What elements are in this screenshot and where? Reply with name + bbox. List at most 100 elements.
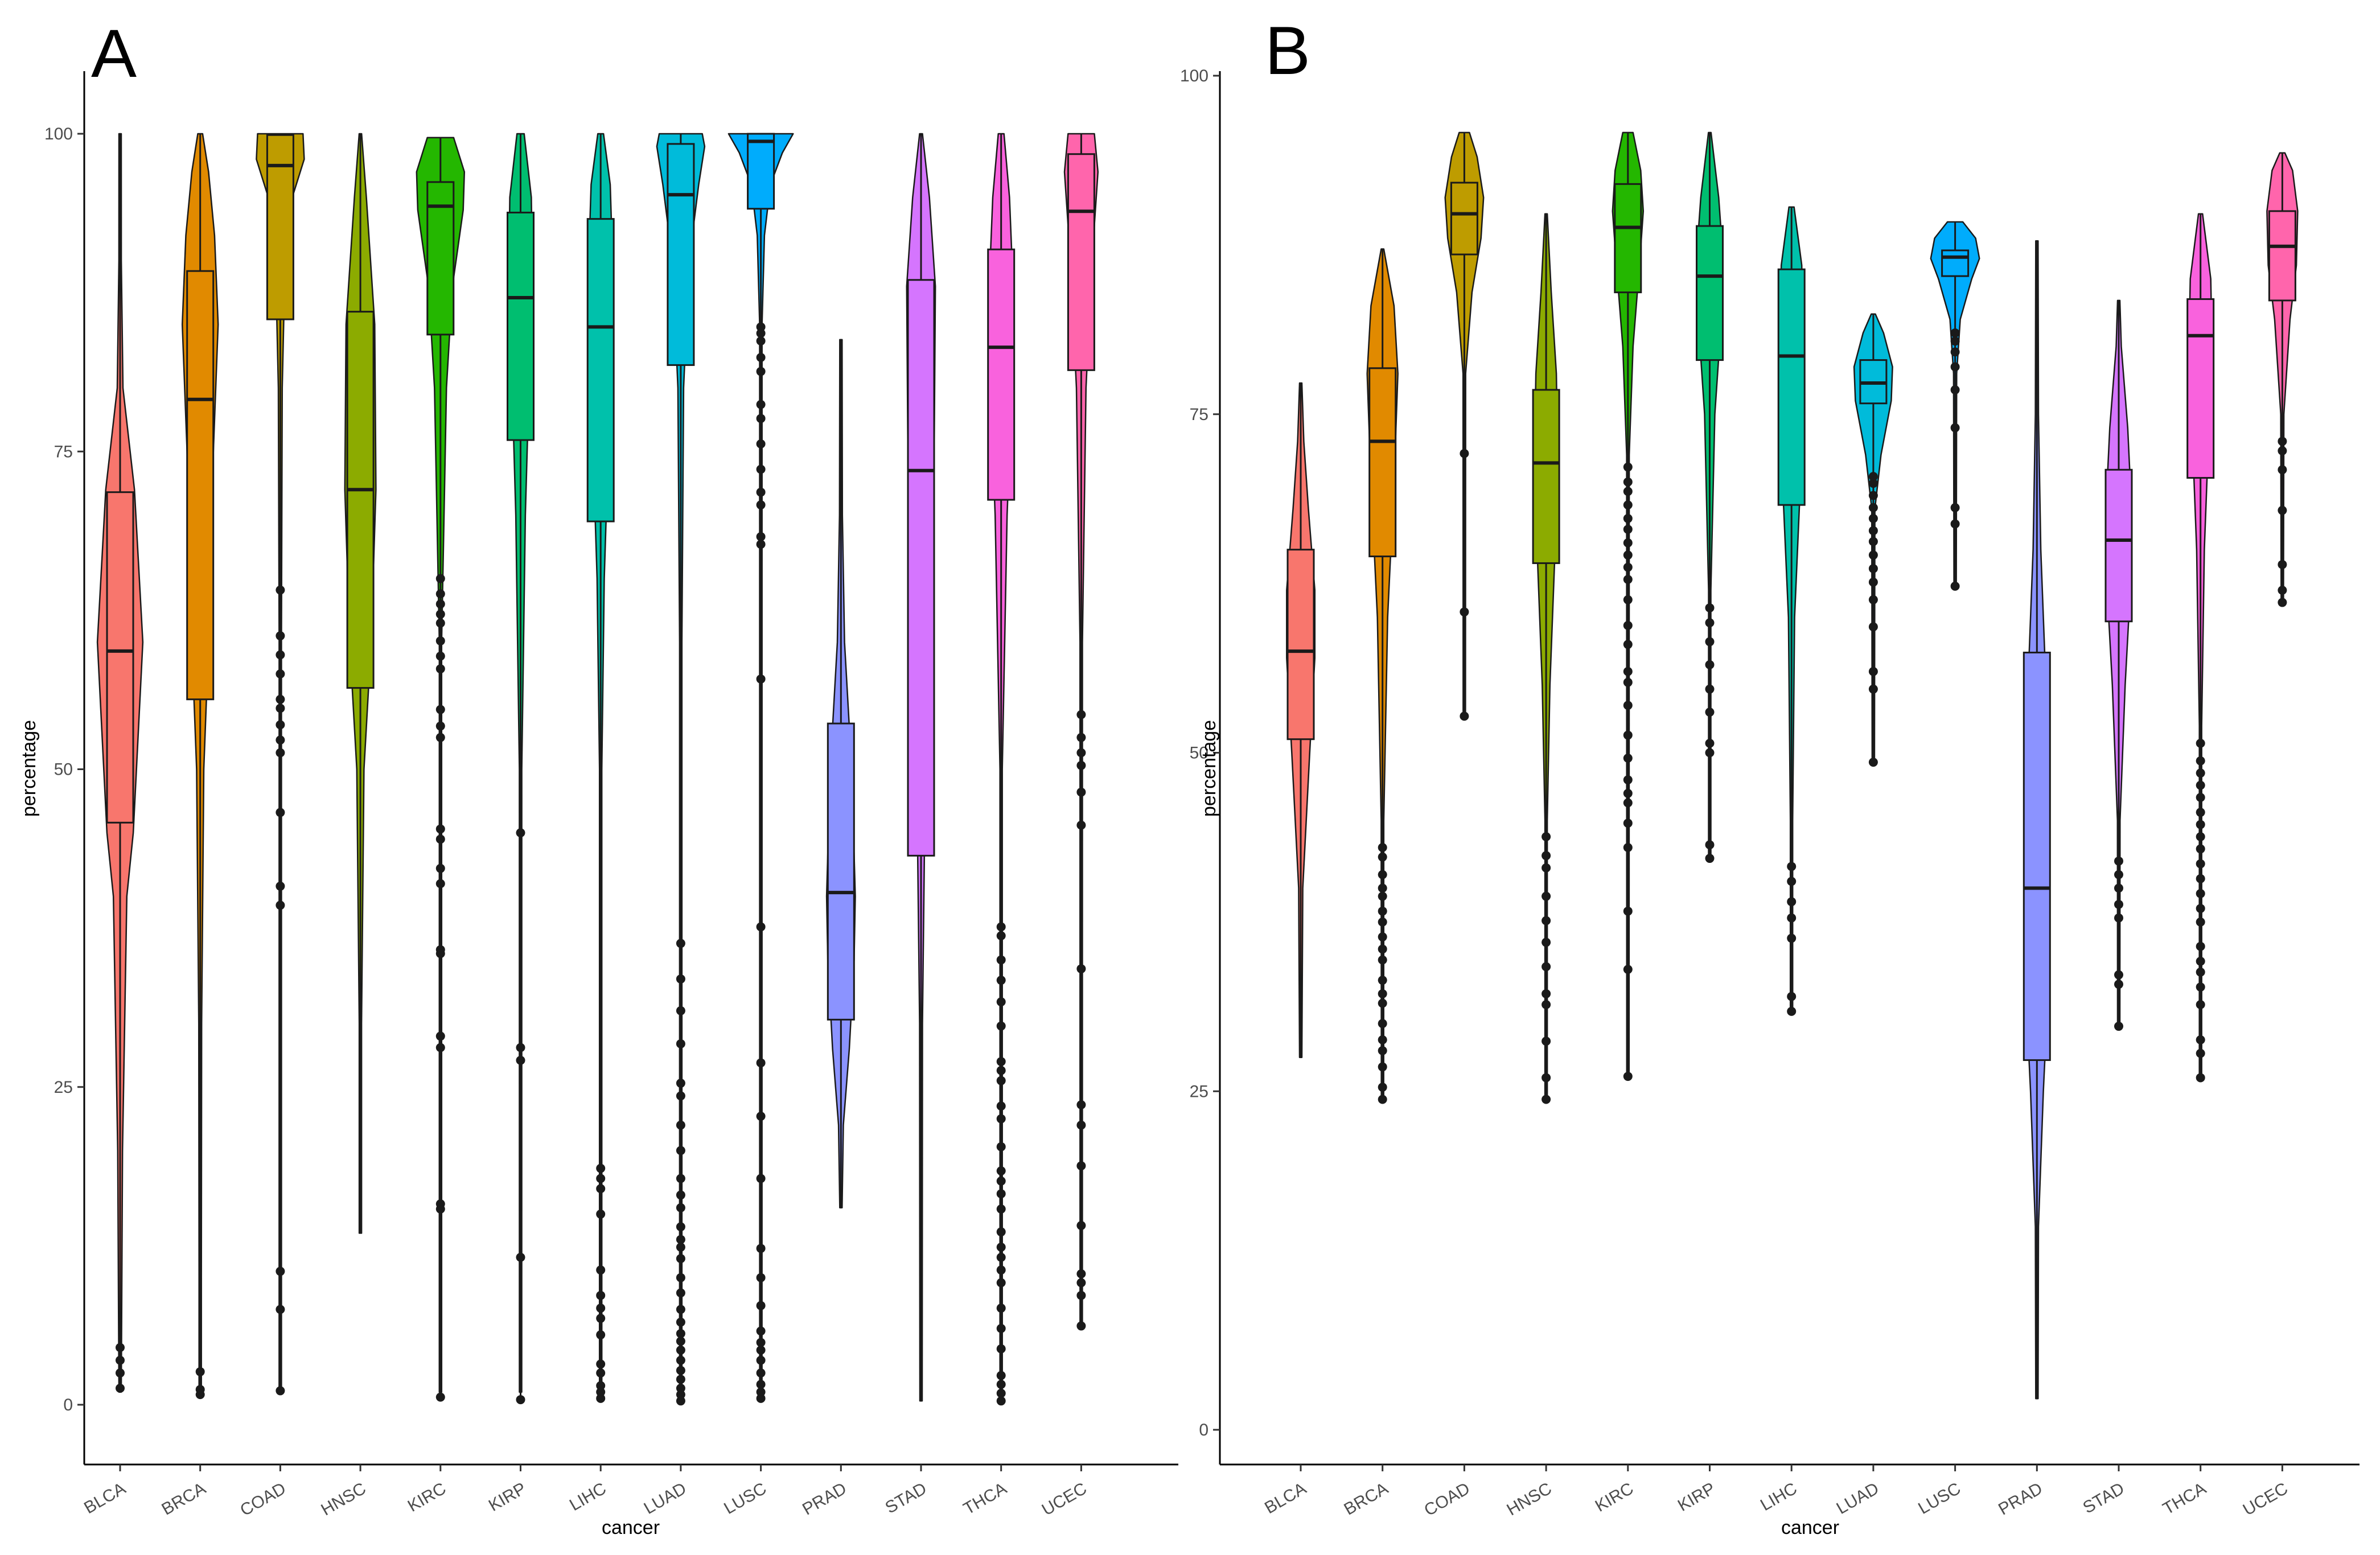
panel-a-outlier-ucec <box>1076 964 1086 974</box>
panel-a-outlier-lusc <box>756 1058 766 1068</box>
panel-a-outlier-luad <box>676 1174 685 1183</box>
panel-a-outlier-ucec <box>1076 1120 1086 1130</box>
panel-a-outlier-lusc <box>756 353 766 363</box>
panel-b-outlier-thca <box>2196 904 2205 914</box>
panel-b-x-tick-label-hnsc: HNSC <box>1503 1479 1555 1519</box>
panel-b-outlier-brca <box>1378 998 1387 1008</box>
panel-a-outlier-coad <box>276 900 285 910</box>
panel-a-outlier-thca <box>996 1227 1006 1237</box>
panel-a-outlier-luad <box>676 1039 685 1048</box>
panel-b-box-hnsc <box>1532 389 1560 564</box>
panel-a-outlier-coad <box>276 881 285 891</box>
panel-b-x-axis-title: cancer <box>1781 1517 1839 1538</box>
panel-b-outlier-kirc <box>1623 775 1633 785</box>
panel-a-x-tick-label-luad: LUAD <box>641 1479 690 1518</box>
panel-b-outlier-thca <box>2196 956 2205 966</box>
panel-a-outlier-lusc <box>756 1338 766 1347</box>
panel-a-outlier-lusc <box>756 328 766 338</box>
panel-a-y-axis-title: percentage <box>18 720 40 817</box>
panel-a-outlier-blca <box>116 1343 125 1352</box>
panel-a-outlier-lusc <box>756 1355 766 1365</box>
panel-a-outlier-blca <box>116 1383 125 1393</box>
panel-a-outlier-coad <box>276 1266 285 1276</box>
panel-a-outlier-luad <box>676 939 685 948</box>
panel-b-outlier-ucec <box>2278 465 2287 475</box>
panel-b-box-coad <box>1450 182 1478 256</box>
panel-a-outlier-luad <box>676 1383 685 1393</box>
panel-a-outlier-ucec <box>1076 1161 1086 1171</box>
panel-b-outlier-luad <box>1868 595 1878 604</box>
panel-a-outlier-ucec <box>1076 1290 1086 1300</box>
panel-b-outlier-thca <box>2196 999 2205 1009</box>
panel-b-outlier-hnsc <box>1542 937 1551 947</box>
panel-b-outlier-kirc <box>1623 730 1633 740</box>
panel-a-outlier-thca <box>996 1396 1006 1406</box>
panel-a-outlier-luad <box>676 1390 685 1400</box>
panel-a-outlier-luad <box>676 1091 685 1101</box>
panel-a-outlier-kirc <box>435 824 445 834</box>
panel-a-outlier-ucec <box>1076 1321 1086 1331</box>
panel-a-outlier-kirc <box>435 664 445 674</box>
panel-a-x-tick-label-prad: PRAD <box>799 1479 850 1519</box>
panel-a-outlier-lihc <box>596 1265 606 1275</box>
panel-b-outlier-brca <box>1378 891 1387 901</box>
panel-a-outlier-luad <box>676 1203 685 1212</box>
panel-a-outlier-lihc <box>596 1174 606 1183</box>
panel-b-outlier-brca <box>1378 955 1387 965</box>
panel-a-outlier-kirc <box>435 1199 445 1209</box>
panel-b-outlier-lihc <box>1787 913 1797 923</box>
panel-a-outlier-thca <box>996 1076 1006 1085</box>
panel-b-x-tick-label-prad: PRAD <box>1995 1479 2046 1519</box>
panel-b-outlier-kirc <box>1623 538 1633 548</box>
panel-b-x-tick-label-lihc: LIHC <box>1757 1479 1801 1515</box>
panel-b-y-tick-label: 100 <box>1180 67 1209 85</box>
panel-a-outlier-luad <box>676 1190 685 1200</box>
panel-b-x-tick-label-luad: LUAD <box>1834 1479 1882 1518</box>
panel-b-outlier-hnsc <box>1542 989 1551 998</box>
panel-a-outlier-thca <box>996 955 1006 965</box>
panel-a-outlier-thca <box>996 931 1006 941</box>
panel-a-outlier-luad <box>676 1254 685 1264</box>
panel-b-outlier-lihc <box>1787 992 1797 1001</box>
panel-b-outlier-kirc <box>1623 562 1633 572</box>
panel-a-outlier-lusc <box>756 1301 766 1310</box>
panel-b-outlier-kirc <box>1623 677 1633 687</box>
panel-a-outlier-kirc <box>435 610 445 619</box>
panel-b-outlier-hnsc <box>1542 863 1551 873</box>
panel-a-outlier-lihc <box>596 1290 606 1300</box>
panel-b-outlier-thca <box>2196 1035 2205 1044</box>
panel-a-outlier-thca <box>996 1166 1006 1176</box>
panel-b-outlier-lihc <box>1787 1006 1797 1016</box>
panel-b-outlier-lusc <box>1950 336 1960 346</box>
panel-b-outlier-hnsc <box>1542 1073 1551 1083</box>
panel-a-x-tick-label-blca: BLCA <box>81 1479 129 1517</box>
panel-b-outlier-ucec <box>2278 598 2287 607</box>
panel-a-outlier-kirp <box>516 1043 525 1052</box>
panel-b-outlier-coad <box>1460 711 1469 721</box>
panel-a-outlier-kirc <box>435 599 445 609</box>
panel-b-outlier-kirc <box>1623 754 1633 763</box>
panel-b-outlier-luad <box>1868 472 1878 482</box>
panel-b-outlier-thca <box>2196 756 2205 766</box>
panel-b-outlier-thca <box>2196 1048 2205 1058</box>
panel-b-outlier-kirp <box>1705 707 1715 717</box>
panel-b-outlier-kirc <box>1623 965 1633 974</box>
panel-b-outlier-brca <box>1378 1019 1387 1029</box>
panel-a-outlier-luad <box>676 1235 685 1244</box>
panel-b-outlier-kirc <box>1623 640 1633 649</box>
panel-b-box-stad <box>2104 468 2133 623</box>
panel-b-outlier-brca <box>1378 883 1387 893</box>
panel-a-x-tick-label-hnsc: HNSC <box>318 1479 369 1519</box>
panel-b-outlier-stad <box>2114 883 2123 893</box>
panel-a-outlier-kirp <box>516 1252 525 1262</box>
panel-b-box-ucec <box>2268 210 2296 302</box>
panel-a-box-thca <box>987 248 1016 501</box>
panel-b-outlier-kirp <box>1705 684 1715 694</box>
panel-a-outlier-thca <box>996 1252 1006 1262</box>
panel-a-outlier-thca <box>996 1176 1006 1186</box>
panel-a-outlier-coad <box>276 650 285 660</box>
panel-a-outlier-luad <box>676 1375 685 1384</box>
panel-a-outlier-lusc <box>756 400 766 409</box>
panel-a-y-tick-label: 25 <box>54 1078 73 1097</box>
